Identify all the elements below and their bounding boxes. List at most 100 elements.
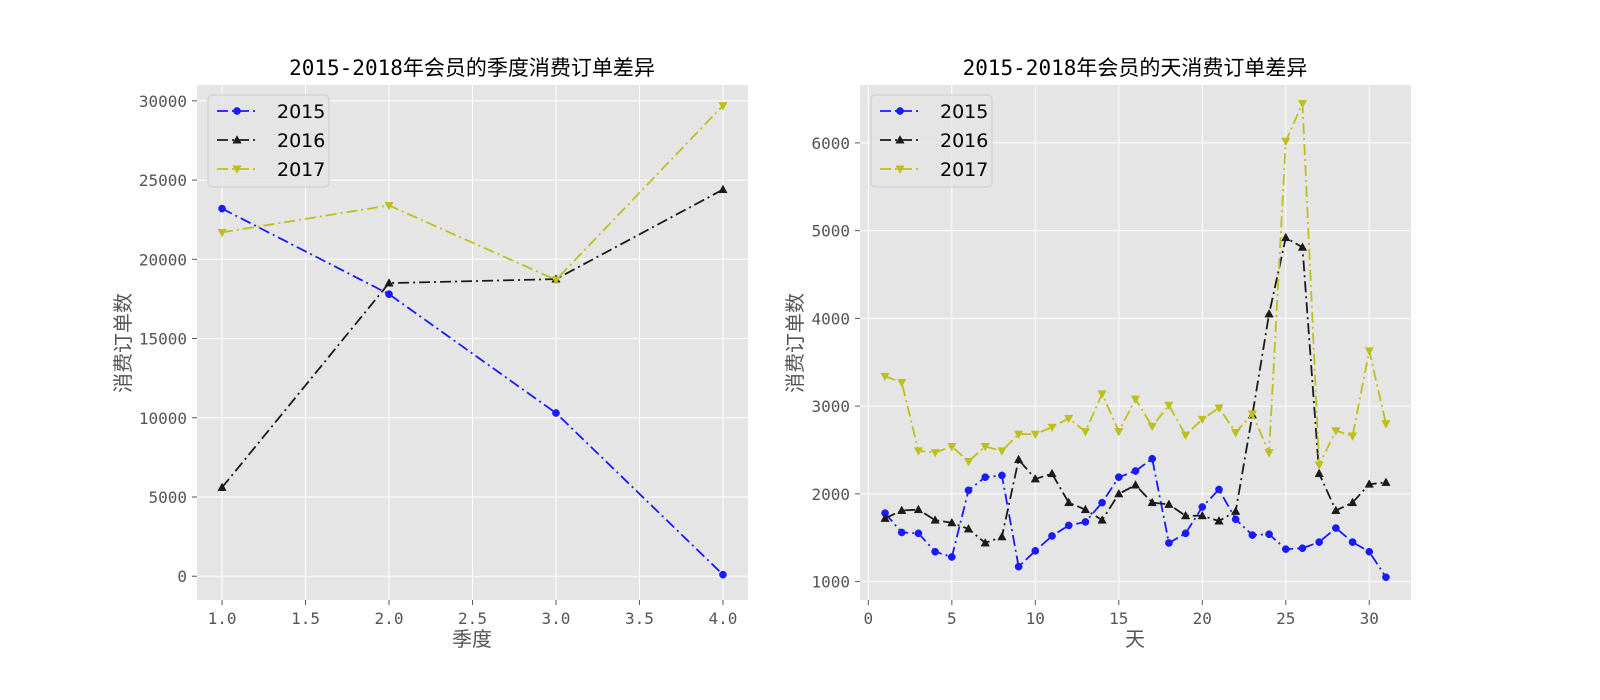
- data-point: [1114, 488, 1124, 498]
- legend-label: 2017: [277, 159, 325, 181]
- data-point: [1264, 449, 1274, 458]
- x-tick-label: 5: [947, 609, 957, 628]
- data-point: [1081, 518, 1090, 526]
- data-point: [1381, 420, 1391, 429]
- chart-daily: 0 5 10 15 20 25 30 1000 2000 3000 4000 5000 6000 2015…: [783, 56, 1411, 651]
- x-tick-label: 1.5: [291, 609, 320, 628]
- data-point: [1130, 480, 1141, 489]
- data-point: [1364, 347, 1374, 356]
- legend: 2015 2016 2017: [207, 94, 330, 188]
- data-point: [1231, 506, 1241, 515]
- data-point: [1031, 547, 1040, 555]
- data-point: [897, 505, 907, 514]
- data-point: [1064, 497, 1074, 507]
- data-point: [1197, 510, 1207, 520]
- data-point: [1097, 390, 1107, 399]
- series-2015: [218, 204, 727, 579]
- x-tick-label: 0: [864, 609, 874, 628]
- y-tick-label: 5000: [148, 488, 187, 507]
- legend-entry: 2015: [880, 101, 988, 123]
- legend-label: 2016: [940, 130, 988, 152]
- data-point: [1198, 503, 1207, 511]
- data-point: [897, 378, 907, 388]
- data-point: [1281, 137, 1291, 147]
- legend: 2015 2016 2017: [870, 94, 993, 188]
- data-point: [913, 504, 924, 514]
- series-2017: [217, 102, 728, 285]
- data-point: [1147, 422, 1157, 432]
- x-tick-label: 4.0: [709, 609, 738, 628]
- chart-title: 2015-2018年会员的季度消费订单差异: [289, 56, 655, 80]
- data-point: [1048, 532, 1056, 540]
- data-point: [1314, 468, 1324, 478]
- data-point: [1331, 505, 1341, 514]
- data-point: [1114, 428, 1124, 437]
- data-point: [385, 290, 393, 299]
- data-point: [217, 228, 227, 238]
- data-point: [1064, 521, 1073, 530]
- data-point: [1297, 242, 1308, 251]
- data-point: [1098, 498, 1106, 507]
- data-point: [1265, 530, 1273, 539]
- y-tick-label: 30000: [139, 92, 187, 111]
- y-tick-label: 1000: [811, 573, 850, 592]
- data-point: [1332, 524, 1340, 532]
- legend-marker: [233, 107, 241, 115]
- legend-label: 2015: [940, 101, 988, 123]
- x-tick-label: 2.0: [375, 609, 404, 628]
- series-2016: [880, 232, 1391, 547]
- data-point: [1347, 497, 1358, 507]
- legend-marker: [895, 165, 905, 174]
- data-point: [1030, 430, 1040, 440]
- data-point: [1364, 479, 1374, 488]
- legend-entry: 2016: [880, 130, 988, 152]
- data-point: [1064, 414, 1074, 424]
- data-point: [718, 184, 728, 194]
- chart-quarterly: 1.0 1.5 2.0 2.5 3.0 3.5 4.0 0 5000 10000 15000 2000…: [111, 56, 748, 651]
- data-point: [947, 517, 957, 527]
- y-axis-label: 消费订单数: [111, 293, 135, 393]
- data-point: [1080, 504, 1091, 514]
- data-point: [998, 471, 1006, 480]
- series-2015: [881, 454, 1390, 582]
- x-axis-label: 季度: [452, 627, 492, 651]
- y-axis-label: 消费订单数: [783, 293, 807, 393]
- x-tick-label: 3.5: [625, 609, 654, 628]
- data-point: [1382, 573, 1390, 582]
- x-tick-label: 3.0: [542, 609, 571, 628]
- legend-label: 2015: [277, 101, 325, 123]
- data-point: [1130, 395, 1141, 405]
- data-point: [1097, 515, 1107, 524]
- data-point: [963, 457, 974, 467]
- data-point: [217, 482, 227, 491]
- y-tick-label: 25000: [139, 171, 187, 190]
- y-tick-label: 6000: [811, 134, 850, 153]
- data-point: [1180, 510, 1191, 520]
- data-point: [947, 553, 956, 561]
- x-axis-label: 天: [1125, 627, 1145, 651]
- y-tick-label: 10000: [139, 409, 187, 428]
- data-point: [1114, 473, 1123, 482]
- data-point: [947, 443, 957, 452]
- data-point: [1014, 562, 1023, 571]
- y-tick-label: 3000: [811, 397, 850, 416]
- data-point: [897, 528, 906, 537]
- data-point: [1013, 430, 1024, 440]
- y-tick-label: 5000: [811, 222, 850, 241]
- data-point: [1080, 428, 1091, 437]
- data-point: [1164, 499, 1174, 508]
- data-point: [1147, 497, 1157, 507]
- data-point: [384, 201, 394, 211]
- data-point: [930, 449, 940, 458]
- x-tick-label: 1.0: [208, 609, 237, 628]
- data-point: [997, 531, 1007, 541]
- data-point: [1298, 544, 1307, 553]
- series-line: [221, 188, 724, 489]
- data-point: [913, 447, 924, 456]
- x-tick-label: 10: [1026, 609, 1045, 628]
- data-point: [1314, 461, 1324, 470]
- data-point: [1047, 423, 1057, 433]
- y-tick-label: 15000: [139, 330, 187, 349]
- data-point: [1165, 539, 1173, 547]
